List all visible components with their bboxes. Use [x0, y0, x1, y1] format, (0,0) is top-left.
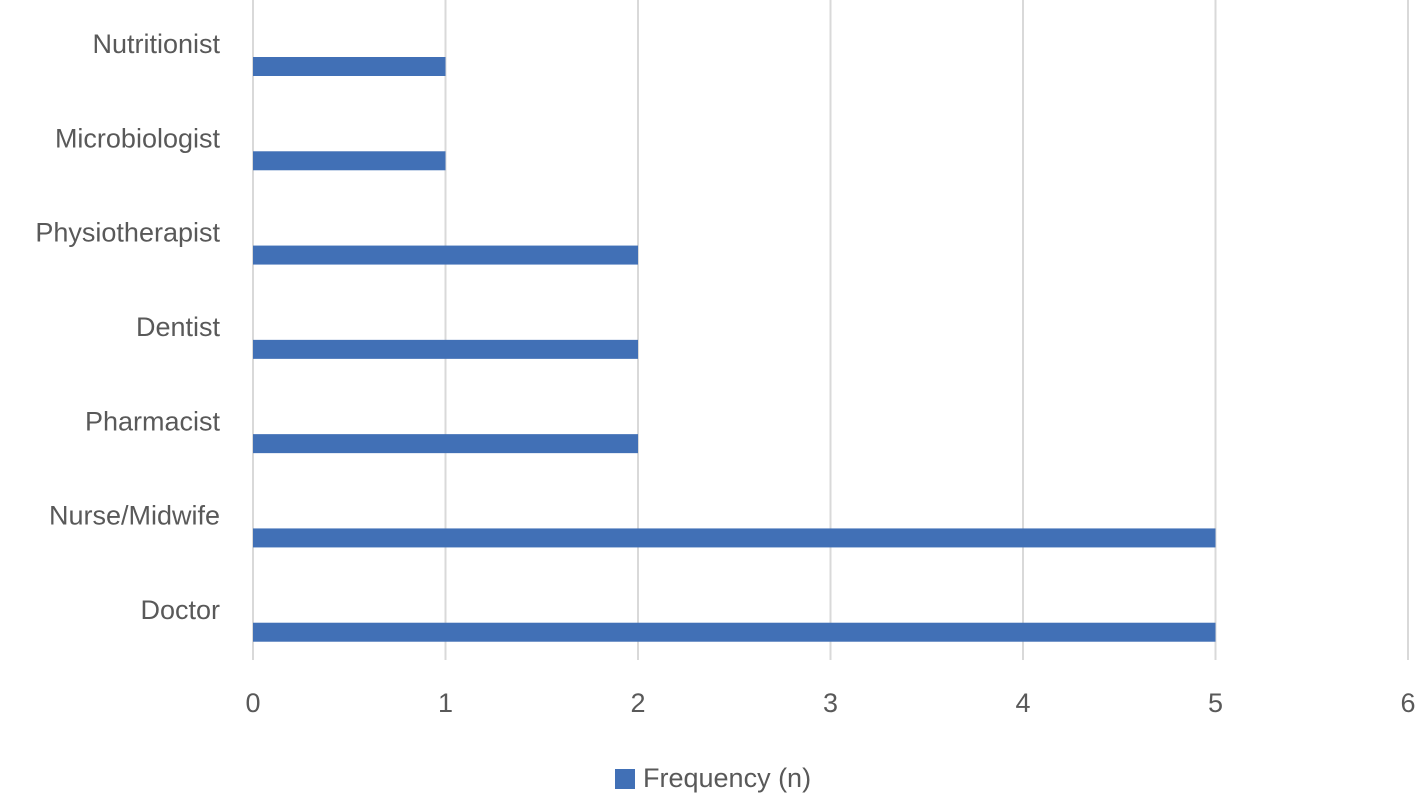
y-tick-label: Nurse/Midwife: [49, 501, 220, 531]
bar: [253, 434, 638, 454]
bar: [253, 57, 446, 76]
x-tick-label: 4: [1015, 688, 1030, 718]
x-tick-label: 2: [630, 688, 645, 718]
x-tick-label: 1: [438, 688, 453, 718]
y-tick-label: Pharmacist: [85, 406, 221, 436]
y-tick-label: Dentist: [136, 312, 221, 342]
bar: [253, 245, 638, 265]
bar: [253, 622, 1216, 642]
x-tick-label: 3: [823, 688, 838, 718]
x-tick-label: 0: [245, 688, 260, 718]
y-tick-label: Nutritionist: [92, 29, 220, 59]
x-tick-label: 5: [1208, 688, 1223, 718]
bar: [253, 151, 446, 171]
legend-label: Frequency (n): [643, 763, 811, 793]
y-tick-label: Doctor: [140, 595, 220, 625]
legend-swatch: [615, 769, 635, 789]
y-tick-label: Physiotherapist: [35, 218, 220, 248]
x-tick-label: 6: [1400, 688, 1415, 718]
y-tick-label: Microbiologist: [55, 123, 221, 153]
bar: [253, 528, 1216, 548]
bar: [253, 339, 638, 359]
